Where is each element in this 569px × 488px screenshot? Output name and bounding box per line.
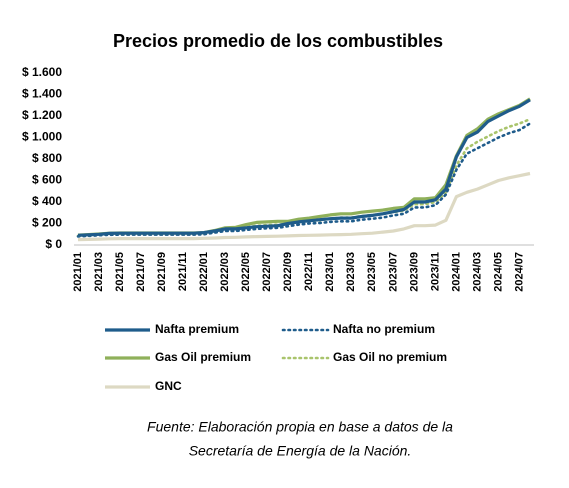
- x-tick-label: 2023/01: [324, 252, 336, 292]
- y-tick-label: $ 800: [32, 151, 62, 165]
- series-line: [76, 122, 532, 238]
- x-tick-label: 2021/11: [177, 252, 189, 291]
- x-tick-label: 2022/07: [261, 252, 273, 292]
- x-tick-label: 2021/05: [114, 252, 126, 292]
- x-tick-label: 2023/03: [345, 252, 357, 292]
- y-tick-label: $ 400: [32, 194, 62, 208]
- x-tick-label: 2023/09: [408, 252, 420, 292]
- legend-label: Nafta premium: [155, 322, 239, 336]
- x-tick-label: 2022/11: [303, 252, 315, 291]
- x-tick-label: 2024/05: [492, 252, 504, 292]
- series-line: [77, 97, 531, 237]
- x-tick-label: 2024/01: [450, 252, 462, 292]
- legend-label: Gas Oil premium: [155, 350, 251, 364]
- x-tick-label: 2022/01: [198, 252, 210, 292]
- legend-label: Gas Oil no premium: [333, 350, 447, 364]
- x-tick-label: 2021/03: [93, 252, 105, 292]
- x-tick-label: 2022/09: [282, 252, 294, 292]
- legend-label: Nafta no premium: [333, 322, 435, 336]
- source-note: Fuente: Elaboración propia en base a dat…: [147, 419, 453, 435]
- x-tick-label: 2021/09: [156, 252, 168, 292]
- x-tick-label: 2022/03: [219, 252, 231, 292]
- x-tick-label: 2021/07: [135, 252, 147, 292]
- y-tick-label: $ 1.600: [22, 65, 62, 79]
- x-tick-label: 2024/07: [513, 252, 525, 292]
- y-tick-label: $ 1.200: [22, 108, 62, 122]
- y-tick-label: $ 200: [32, 216, 62, 230]
- x-tick-label: 2023/07: [387, 252, 399, 292]
- legend-label: GNC: [155, 379, 182, 393]
- chart-title: Precios promedio de los combustibles: [113, 31, 443, 51]
- x-tick-label: 2023/05: [366, 252, 378, 292]
- y-tick-label: $ 0: [45, 237, 62, 251]
- y-tick-label: $ 1.000: [22, 130, 62, 144]
- series-line: [77, 98, 531, 237]
- x-tick-label: 2022/05: [240, 252, 252, 292]
- y-tick-label: $ 600: [32, 173, 62, 187]
- x-tick-label: 2023/11: [429, 252, 441, 291]
- y-tick-label: $ 1.400: [22, 87, 62, 101]
- x-tick-label: 2024/03: [471, 252, 483, 292]
- source-note: Secretaría de Energía de la Nación.: [189, 443, 412, 459]
- x-tick-label: 2021/01: [72, 252, 84, 292]
- series-line: [77, 171, 531, 242]
